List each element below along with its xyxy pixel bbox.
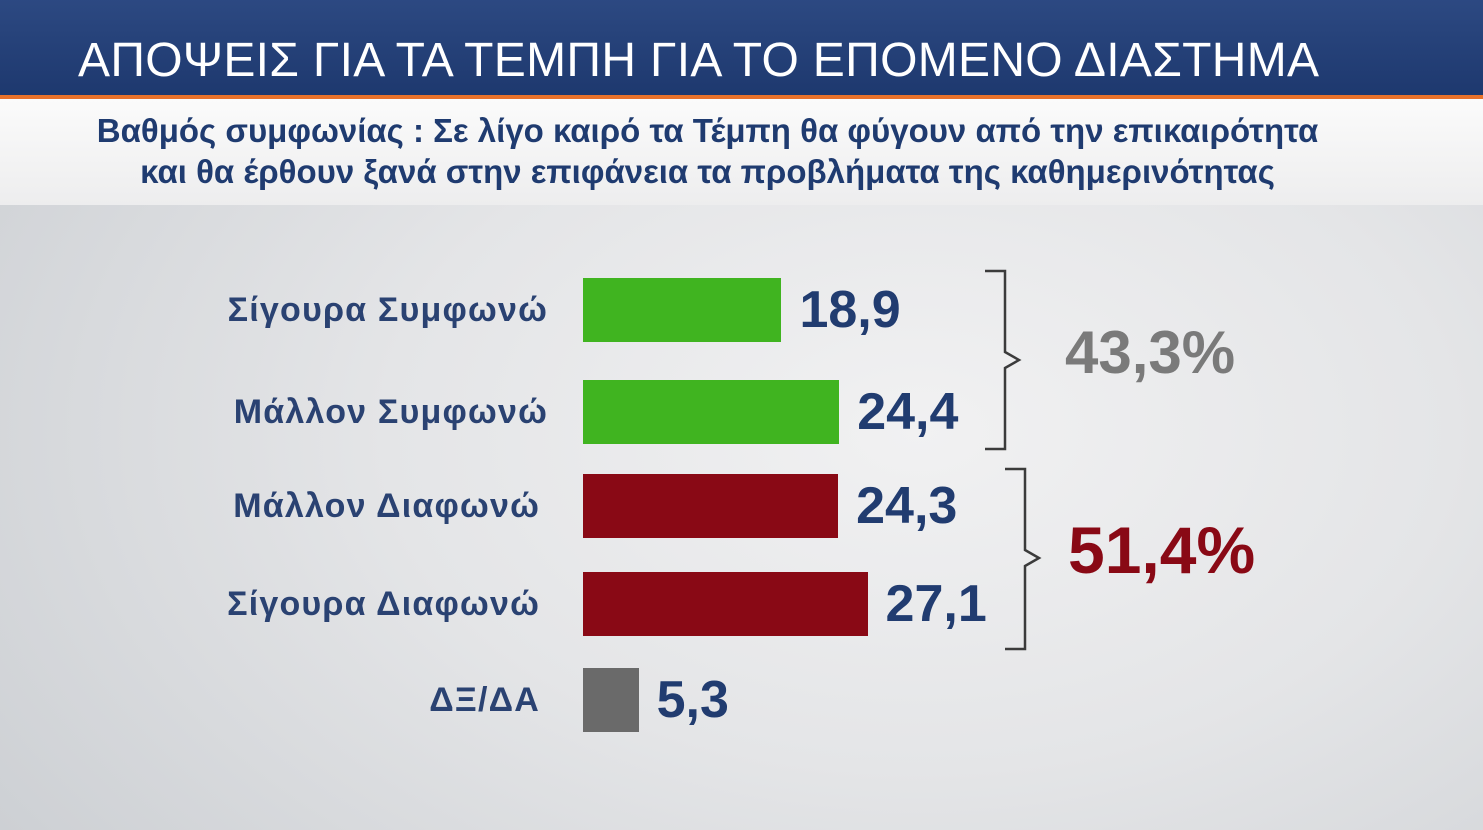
chart-subtitle-line-1: Βαθμός συμφωνίας : Σε λίγο καιρό τα Τέμπ… — [96, 112, 1319, 149]
value-somewhat-agree: 24,4 — [857, 383, 959, 441]
label-strongly-disagree: Σίγουρα Διαφωνώ — [227, 585, 540, 623]
bar-row-dont-know: ΔΞ/ΔΑ 5,3 — [0, 668, 1483, 732]
value-dont-know: 5,3 — [656, 671, 729, 729]
bar-dont-know — [583, 668, 639, 732]
total-disagree: 51,4% — [1068, 513, 1256, 587]
label-somewhat-disagree: Μάλλον Διαφωνώ — [233, 487, 540, 525]
total-agree: 43,3% — [1065, 319, 1236, 386]
chart-title: ΑΠΟΨΕΙΣ ΓΙΑ ΤΑ ΤΕΜΠΗ ΓΙΑ ΤΟ ΕΠΟΜΕΝΟ ΔΙΑΣ… — [78, 34, 1320, 87]
bar-strongly-disagree — [583, 572, 868, 636]
label-strongly-agree: Σίγουρα Συμφωνώ — [227, 291, 548, 329]
bar-row-strongly-agree: Σίγουρα Συμφωνώ 18,9 — [0, 278, 1483, 342]
header-bar: ΑΠΟΨΕΙΣ ΓΙΑ ΤΑ ΤΕΜΠΗ ΓΙΑ ΤΟ ΕΠΟΜΕΝΟ ΔΙΑΣ… — [0, 0, 1483, 95]
bar-row-strongly-disagree: Σίγουρα Διαφωνώ 27,1 — [0, 572, 1483, 636]
label-somewhat-agree: Μάλλον Συμφωνώ — [233, 393, 548, 431]
bracket-disagree-group — [1005, 467, 1042, 651]
bracket-agree-group — [985, 269, 1022, 451]
accent-line — [0, 95, 1483, 99]
value-somewhat-disagree: 24,3 — [856, 477, 958, 535]
value-strongly-agree: 18,9 — [799, 281, 901, 339]
bar-somewhat-agree — [583, 380, 840, 444]
chart-subtitle-line-2: και θα έρθουν ξανά στην επιφάνεια τα προ… — [140, 153, 1275, 190]
chart-subtitle: Βαθμός συμφωνίας : Σε λίγο καιρό τα Τέμπ… — [0, 110, 1415, 192]
bar-strongly-agree — [583, 278, 782, 342]
bar-somewhat-disagree — [583, 474, 839, 538]
label-dont-know: ΔΞ/ΔΑ — [429, 681, 540, 719]
bar-row-somewhat-agree: Μάλλον Συμφωνώ 24,4 — [0, 380, 1483, 444]
bar-row-somewhat-disagree: Μάλλον Διαφωνώ 24,3 — [0, 474, 1483, 538]
value-strongly-disagree: 27,1 — [885, 575, 987, 633]
subtitle-band: Βαθμός συμφωνίας : Σε λίγο καιρό τα Τέμπ… — [0, 99, 1483, 205]
